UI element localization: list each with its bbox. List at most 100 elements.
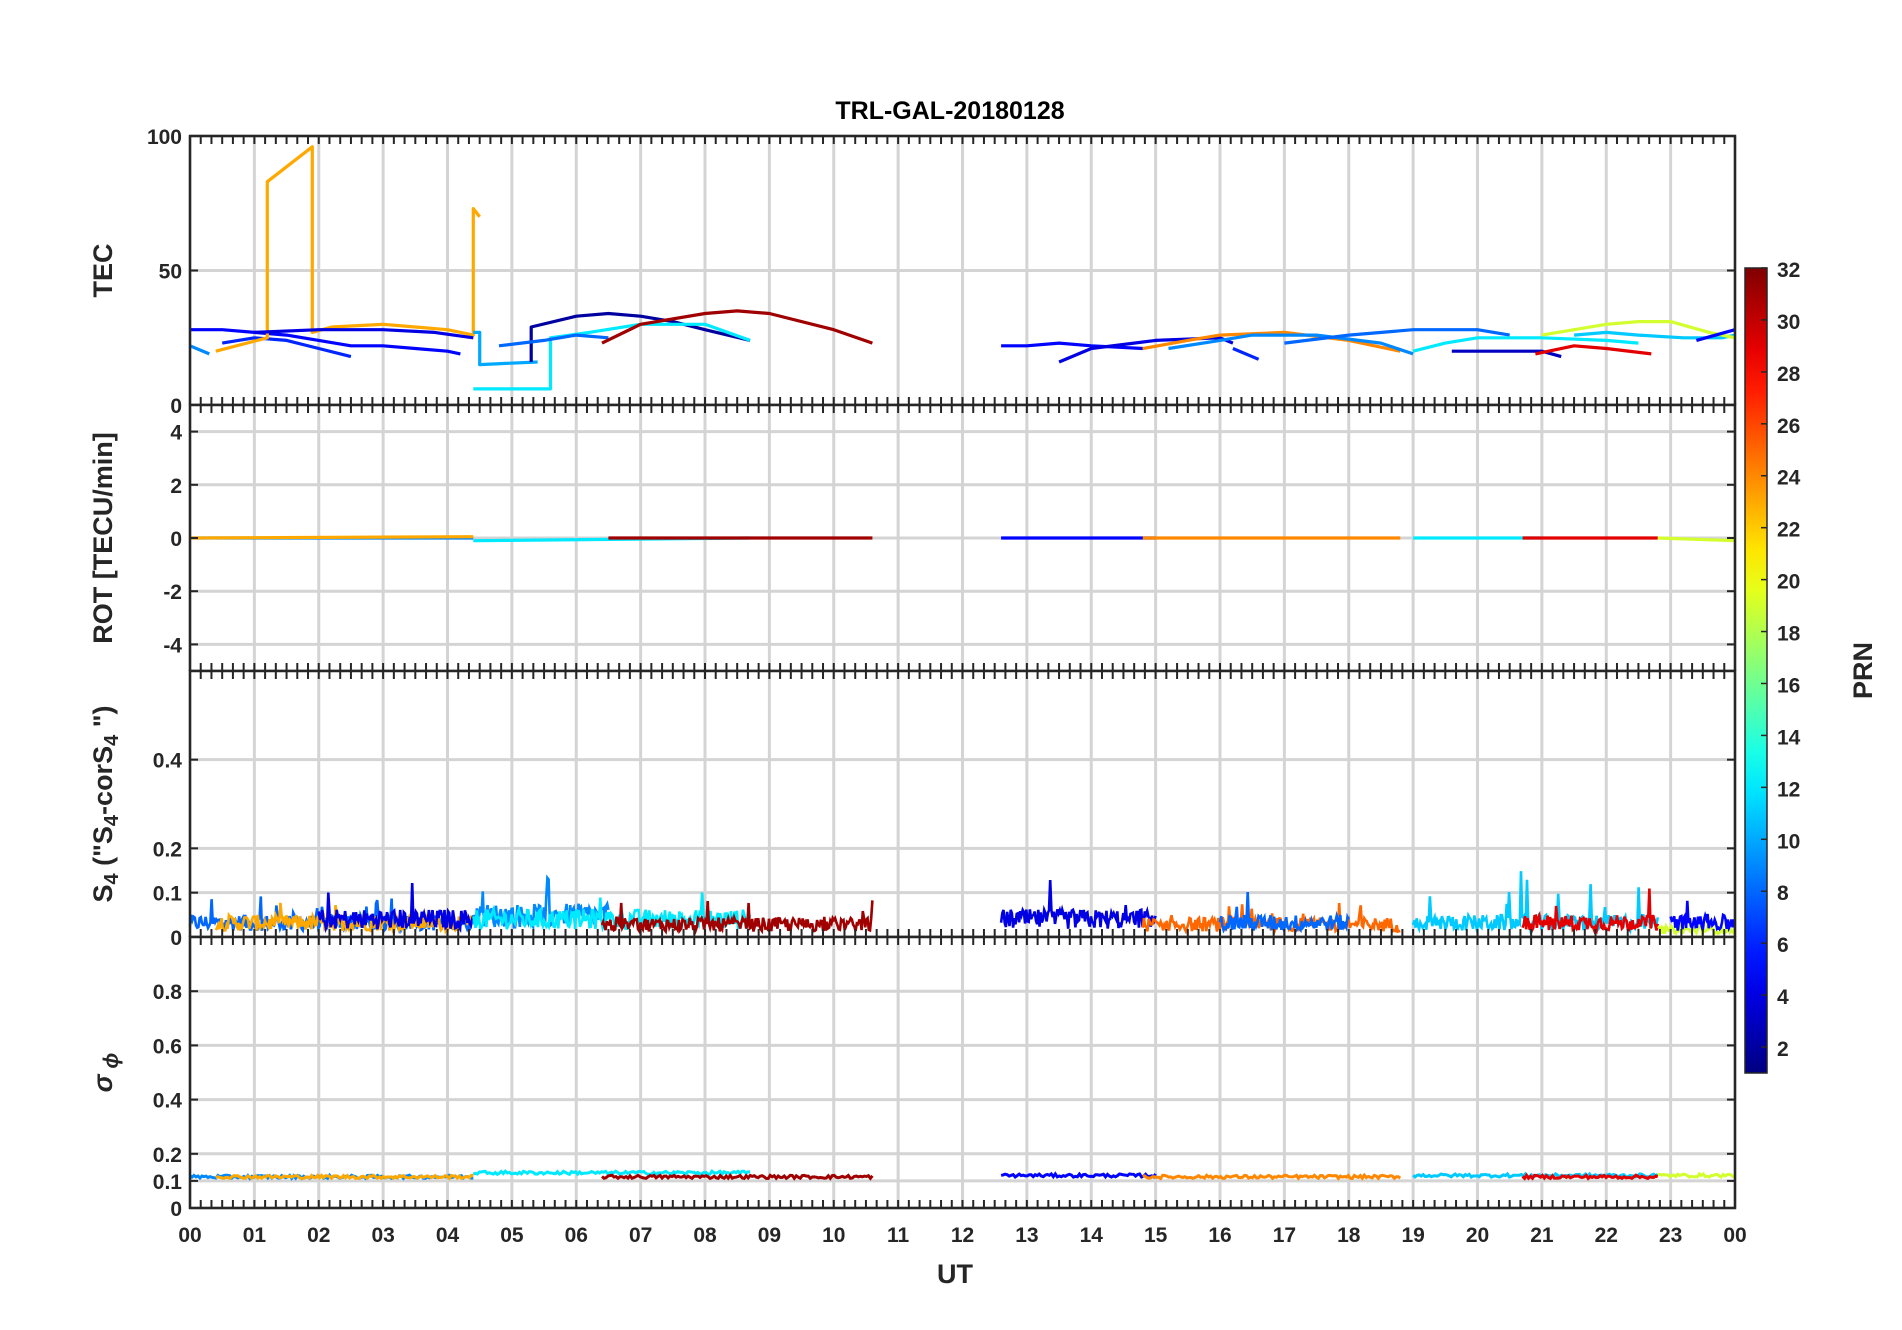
x-tick-label: 07: [629, 1224, 652, 1247]
series-prn-9: [189, 344, 210, 356]
colorbar-tick-label: 28: [1777, 363, 1801, 386]
series-prn-24: [1142, 1172, 1402, 1181]
colorbar-tick-label: 6: [1777, 934, 1789, 957]
y-tick-label: 0: [170, 1198, 182, 1221]
x-tick-label: 01: [243, 1224, 267, 1247]
colorbar-tick-label: 26: [1777, 415, 1800, 438]
x-tick-label: 13: [1015, 1224, 1038, 1247]
series-prn-31: [601, 309, 873, 345]
x-tick-label: 19: [1401, 1224, 1424, 1247]
colorbar-tick-label: 18: [1777, 623, 1801, 646]
y-tick-label: 50: [159, 261, 182, 284]
x-tick-label: 00: [1723, 1224, 1746, 1247]
colorbar-tick-label: 22: [1777, 519, 1800, 542]
colorbar-label: PRN: [1848, 642, 1878, 699]
series-prn-8: [498, 333, 609, 348]
y-tick-label: 0.6: [153, 1035, 182, 1058]
colorbar-tick-label: 32: [1777, 259, 1800, 282]
x-axis-label: UT: [937, 1259, 973, 1289]
y-label-part: "): [88, 705, 118, 734]
x-tick-label: 22: [1595, 1224, 1618, 1247]
x-tick-label: 16: [1208, 1224, 1231, 1247]
y-tick-label: 2: [170, 475, 182, 498]
series-prn-29: [1521, 888, 1660, 935]
x-tick-label: 10: [822, 1224, 845, 1247]
panel-rot: -4 -2 0 2 4 ROT [TECU/min]: [88, 403, 1737, 673]
colorbar-tick-label: 14: [1777, 726, 1801, 749]
series-prn-31: [600, 900, 874, 935]
x-tick-label: 23: [1659, 1224, 1682, 1247]
y-tick-label: 0.2: [153, 838, 182, 861]
x-tick-label: 09: [758, 1224, 781, 1247]
y-axis-label: S4 ("S4-corS4 "): [88, 705, 123, 902]
y-tick-label: 0: [170, 395, 182, 418]
colorbar-tick-label: 10: [1777, 830, 1800, 853]
series-prn-23: [189, 535, 474, 540]
series-prn-3: [1451, 349, 1562, 359]
series-prn-31: [601, 1172, 874, 1181]
series-prn-19: [1541, 320, 1736, 340]
series-prn-2: [529, 311, 751, 362]
y-tick-label: 0.1: [153, 1171, 183, 1194]
y-tick-label: 100: [147, 126, 182, 149]
series-prn-10: [473, 330, 538, 367]
series-prn-12: [1412, 336, 1639, 353]
panel-s4: 00.10.20.4S4 ("S4-corS4 "): [88, 669, 1737, 950]
colorbar-tick-label: 12: [1777, 778, 1800, 801]
series-prn-4: [999, 879, 1157, 929]
series-prn-5: [1695, 328, 1736, 342]
y-axis-label: ROT [TECU/min]: [88, 432, 118, 643]
x-tick-label: 00: [178, 1224, 201, 1247]
colorbar-tick-label: 30: [1777, 311, 1800, 334]
series-prn-6: [1232, 347, 1260, 361]
colorbar-tick-label: 8: [1777, 882, 1789, 905]
x-tick-label: 20: [1466, 1224, 1489, 1247]
x-tick-label: 02: [307, 1224, 330, 1247]
y-label-part: 4: [101, 873, 123, 885]
colorbar-tick-label: 20: [1777, 571, 1800, 594]
y-tick-label: -4: [163, 634, 182, 657]
y-label-part: σ: [88, 1073, 118, 1092]
series-prn-19: [1657, 1171, 1736, 1180]
y-label-part: ϕ: [100, 1053, 123, 1075]
series-prn-6: [221, 336, 352, 359]
x-tick-label: 05: [500, 1224, 524, 1247]
colorbar-tick-label: 16: [1777, 674, 1800, 697]
y-label-part: S: [88, 885, 118, 903]
y-tick-label: 0.2: [153, 1144, 182, 1167]
series-prn-9: [1168, 333, 1414, 356]
x-tick-label: 12: [951, 1224, 974, 1247]
y-tick-label: 0.4: [153, 750, 183, 773]
panel-tec: 0 50 100 TEC: [88, 126, 1737, 418]
x-tick-label: 04: [436, 1224, 460, 1247]
y-tick-label: 0.1: [153, 883, 183, 906]
x-tick-label: 21: [1530, 1224, 1554, 1247]
series-prn-4: [254, 328, 474, 340]
x-tick-label: 14: [1080, 1224, 1104, 1247]
series-prn-11: [1573, 330, 1736, 340]
series-prn-19: [1657, 536, 1736, 543]
y-tick-label: 4: [170, 422, 182, 445]
x-tick-label: 17: [1273, 1224, 1296, 1247]
colorbar-tick-label: 24: [1777, 467, 1801, 490]
y-tick-label: 0: [170, 528, 182, 551]
series-prn-5: [1000, 1171, 1157, 1180]
y-tick-label: -2: [163, 581, 182, 604]
x-tick-label: 11: [887, 1224, 910, 1247]
series-prn-5: [190, 328, 461, 356]
y-label-part: -corS: [88, 746, 118, 815]
colorbar-tick-label: 4: [1777, 986, 1789, 1009]
panel-sigma: 0 0.1 0.2 0.4 0.6 0.8 σ ϕ: [88, 935, 1737, 1221]
series-prn-23: [215, 145, 481, 353]
x-tick-label: 06: [565, 1224, 588, 1247]
series-prn-23: [215, 1173, 474, 1181]
x-tick-label: 15: [1144, 1224, 1168, 1247]
x-tick-label: 08: [693, 1224, 717, 1247]
y-tick-label: 0.8: [153, 981, 183, 1004]
series-prn-29: [1521, 1172, 1659, 1181]
x-tick-label: 03: [371, 1224, 394, 1247]
y-axis-label: TEC: [88, 244, 118, 298]
